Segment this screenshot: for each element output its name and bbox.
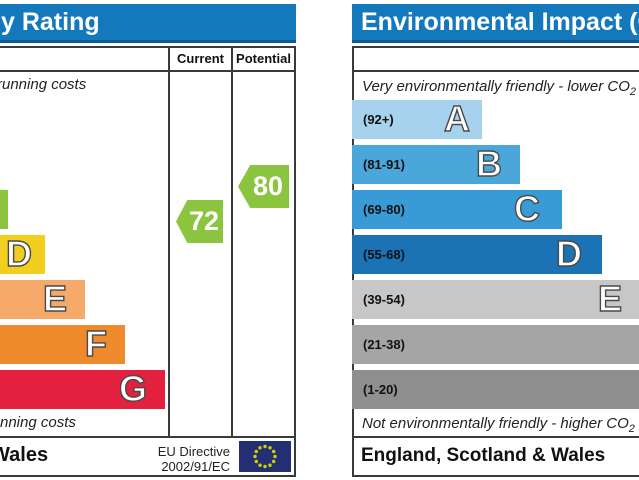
energy-footer-region: Wales bbox=[0, 444, 49, 466]
column-divider bbox=[231, 46, 233, 438]
potential-rating-value: 80 bbox=[252, 171, 284, 201]
band-c bbox=[0, 190, 8, 229]
border-line bbox=[352, 436, 639, 438]
env-bottom-note-sub: 2 bbox=[628, 423, 635, 435]
energy-rating-title-bar: y Rating bbox=[0, 4, 296, 43]
energy-top-note: running costs bbox=[0, 76, 87, 93]
band-letter-d: D bbox=[5, 233, 32, 274]
band-range-f: (21-38) bbox=[363, 337, 405, 352]
band-letter-f: F bbox=[84, 323, 107, 364]
env-bottom-note: Not environmentally friendly - higher CO… bbox=[362, 415, 635, 435]
border-line bbox=[352, 475, 639, 477]
band-letter-e: E bbox=[597, 278, 623, 319]
eu-directive-text: EU Directive 2002/91/EC bbox=[115, 444, 230, 474]
border-line bbox=[352, 70, 639, 72]
env-band-a: (92+) A bbox=[352, 98, 482, 139]
band-letter-d: D bbox=[555, 233, 582, 274]
energy-bottom-note: nning costs bbox=[0, 414, 76, 431]
column-header-current: Current bbox=[177, 51, 224, 66]
potential-rating-arrow: 80 bbox=[238, 165, 289, 208]
band-range-b: (81-91) bbox=[363, 157, 405, 172]
band-f: F bbox=[0, 323, 125, 364]
column-divider bbox=[168, 46, 170, 438]
env-bottom-note-text: Not environmentally friendly - higher CO bbox=[362, 415, 629, 432]
env-band-e: (39-54) E bbox=[352, 278, 639, 319]
band-range-a: (92+) bbox=[363, 112, 394, 127]
band-range-d: (55-68) bbox=[363, 247, 405, 262]
band-letter-e: E bbox=[42, 278, 67, 319]
border-line bbox=[0, 70, 296, 72]
energy-rating-title: y Rating bbox=[1, 8, 100, 36]
env-top-note: Very environmentally friendly - lower CO… bbox=[362, 78, 636, 98]
environmental-impact-title: Environmental Impact (C bbox=[361, 8, 639, 36]
current-rating-value: 72 bbox=[188, 206, 220, 236]
band-letter-b: B bbox=[475, 143, 502, 184]
column-header-potential: Potential bbox=[236, 51, 291, 66]
eu-directive-line2: 2002/91/EC bbox=[161, 459, 230, 474]
band-letter-a: A bbox=[443, 98, 470, 139]
band-range-g: (1-20) bbox=[363, 382, 398, 397]
env-top-note-sub: 2 bbox=[629, 86, 636, 98]
band-letter-g: G bbox=[118, 368, 147, 409]
env-band-b: (81-91) B bbox=[352, 143, 520, 184]
band-range-e: (39-54) bbox=[363, 292, 405, 307]
border-line bbox=[0, 436, 296, 438]
eu-directive-line1: EU Directive bbox=[157, 444, 230, 459]
env-band-f: (21-38) bbox=[352, 325, 639, 364]
band-g: G bbox=[0, 368, 165, 409]
env-top-note-text: Very environmentally friendly - lower CO bbox=[362, 78, 630, 95]
border-line bbox=[352, 46, 639, 48]
environmental-impact-title-bar: Environmental Impact (C bbox=[352, 4, 639, 43]
border-line bbox=[0, 46, 296, 48]
band-letter-c: C bbox=[513, 188, 540, 229]
env-band-d: (55-68) D bbox=[352, 233, 602, 274]
border-line bbox=[294, 46, 296, 477]
env-footer-region: England, Scotland & Wales bbox=[361, 445, 606, 466]
band-range-c: (69-80) bbox=[363, 202, 405, 217]
env-band-c: (69-80) C bbox=[352, 188, 562, 229]
eu-flag-icon bbox=[239, 441, 291, 472]
band-e: E bbox=[0, 278, 85, 319]
current-rating-arrow: 72 bbox=[176, 200, 223, 243]
border-line bbox=[0, 475, 296, 477]
band-d: D bbox=[0, 233, 45, 274]
env-band-g: (1-20) bbox=[352, 370, 639, 409]
